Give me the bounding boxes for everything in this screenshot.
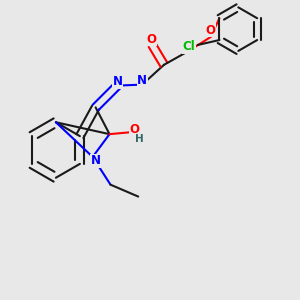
Text: N: N xyxy=(112,75,122,88)
Text: Cl: Cl xyxy=(182,40,195,53)
Text: O: O xyxy=(206,24,216,37)
Text: H: H xyxy=(135,134,144,144)
Text: N: N xyxy=(137,74,147,87)
Text: O: O xyxy=(129,123,139,136)
Text: N: N xyxy=(91,154,100,167)
Text: O: O xyxy=(146,32,156,46)
